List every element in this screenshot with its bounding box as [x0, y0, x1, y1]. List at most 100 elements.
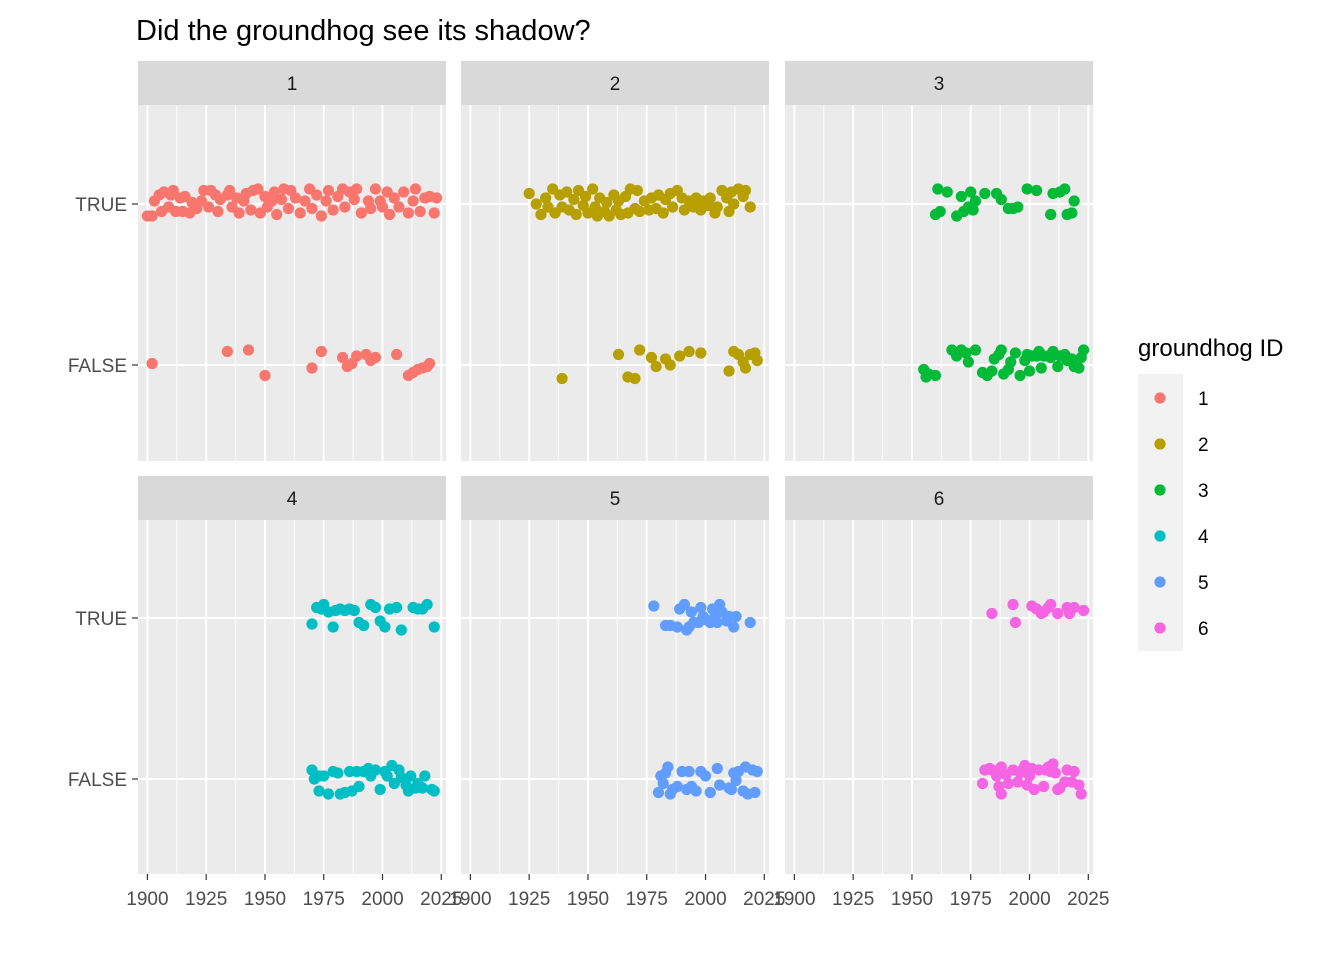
data-point — [730, 774, 742, 787]
y-tick-label-true: TRUE — [75, 195, 127, 216]
data-point — [402, 207, 414, 219]
panel-background — [461, 520, 769, 874]
legend-key-1 — [1154, 392, 1166, 404]
data-point — [322, 184, 335, 197]
legend-label-4: 4 — [1198, 527, 1209, 548]
data-point — [407, 195, 419, 207]
facet-panel-6: 6 1900 1925 1950 1975 2000 2025 — [773, 476, 1109, 910]
x-tick-label: 1925 — [832, 889, 874, 910]
facet-strip-label-1: 1 — [287, 74, 298, 95]
facet-strip-4 — [138, 476, 446, 520]
x-tick-label: 1950 — [567, 889, 609, 910]
data-point — [320, 195, 332, 207]
data-point — [612, 348, 625, 361]
x-tick-label: 1975 — [626, 889, 668, 910]
data-point — [369, 764, 382, 776]
data-point — [995, 193, 1007, 206]
series-1-points — [141, 183, 443, 382]
data-point — [1014, 369, 1026, 382]
data-point — [523, 187, 535, 200]
data-point — [704, 786, 716, 799]
data-point — [1023, 365, 1036, 377]
panel-background — [785, 520, 1093, 874]
facet-strip-2 — [461, 61, 769, 105]
legend-key-3 — [1154, 484, 1166, 496]
legend-key-5 — [1154, 576, 1166, 588]
data-point — [259, 369, 271, 382]
legend-item-1: 1 — [1154, 389, 1209, 410]
legend-label-6: 6 — [1198, 619, 1209, 640]
data-point — [634, 344, 646, 356]
data-point — [662, 761, 674, 773]
data-point — [657, 777, 669, 790]
data-point — [934, 205, 946, 218]
data-point — [1002, 777, 1014, 790]
data-point — [671, 621, 683, 633]
data-point — [1045, 208, 1057, 221]
data-point — [224, 184, 236, 197]
data-point — [322, 788, 335, 800]
data-point — [561, 186, 573, 198]
data-point — [369, 183, 382, 195]
data-point — [965, 186, 977, 198]
data-point — [393, 201, 405, 213]
data-point — [146, 210, 158, 222]
data-point — [339, 201, 351, 213]
x-tick-label: 2000 — [361, 889, 403, 910]
data-point — [423, 357, 436, 370]
data-point — [739, 362, 752, 374]
data-point — [242, 344, 255, 356]
data-point — [725, 783, 737, 796]
data-point — [648, 600, 660, 612]
x-tick-label: 1900 — [449, 889, 491, 910]
data-point — [405, 770, 417, 782]
data-point — [289, 192, 302, 204]
facet-strip-label-5: 5 — [610, 489, 621, 510]
x-tick-label: 2000 — [1008, 889, 1050, 910]
data-point — [1073, 362, 1085, 374]
legend: groundhog ID 1 2 3 4 5 6 — [1138, 335, 1283, 651]
data-point — [245, 204, 257, 216]
data-point — [699, 770, 712, 782]
y-tick-label-false: FALSE — [68, 770, 127, 791]
data-point — [589, 201, 601, 213]
data-point — [960, 347, 972, 359]
data-point — [929, 369, 942, 382]
data-point — [315, 345, 327, 358]
data-point — [991, 770, 1003, 782]
panel-background — [785, 105, 1093, 461]
legend-title: groundhog ID — [1138, 335, 1283, 362]
data-point — [671, 780, 683, 793]
data-point — [348, 604, 360, 617]
facet-panels: 1 TRUE FALSE 2 3 4 TRUE FALSE 1900 1925 1950 1975 20… — [68, 61, 1109, 910]
data-point — [1005, 356, 1017, 368]
legend-key-background — [1138, 374, 1183, 651]
data-point — [1030, 184, 1043, 197]
data-point — [685, 606, 698, 618]
data-point — [327, 204, 339, 216]
x-tick-label: 1975 — [303, 889, 345, 910]
data-point — [969, 344, 982, 356]
data-point — [1059, 183, 1071, 195]
x-tick-label: 2000 — [684, 889, 726, 910]
data-point — [1038, 780, 1050, 793]
data-point — [941, 186, 953, 198]
data-point — [650, 360, 662, 373]
data-point — [332, 767, 344, 779]
data-point — [728, 198, 740, 210]
data-point — [1052, 607, 1064, 620]
data-point — [351, 350, 363, 362]
x-tick-label: 2025 — [1067, 889, 1109, 910]
data-point — [730, 610, 742, 623]
data-point — [428, 785, 440, 797]
data-point — [1028, 783, 1040, 796]
data-point — [369, 601, 382, 614]
data-point — [739, 184, 752, 197]
data-point — [678, 598, 690, 611]
data-point — [388, 192, 400, 204]
facet-panel-1: 1 TRUE FALSE — [68, 61, 446, 461]
facet-panel-4: 4 TRUE FALSE 1900 1925 1950 1975 2000 2025 — [68, 476, 462, 910]
data-point — [428, 621, 440, 633]
facet-strip-label-4: 4 — [287, 489, 298, 510]
data-point — [969, 195, 982, 207]
